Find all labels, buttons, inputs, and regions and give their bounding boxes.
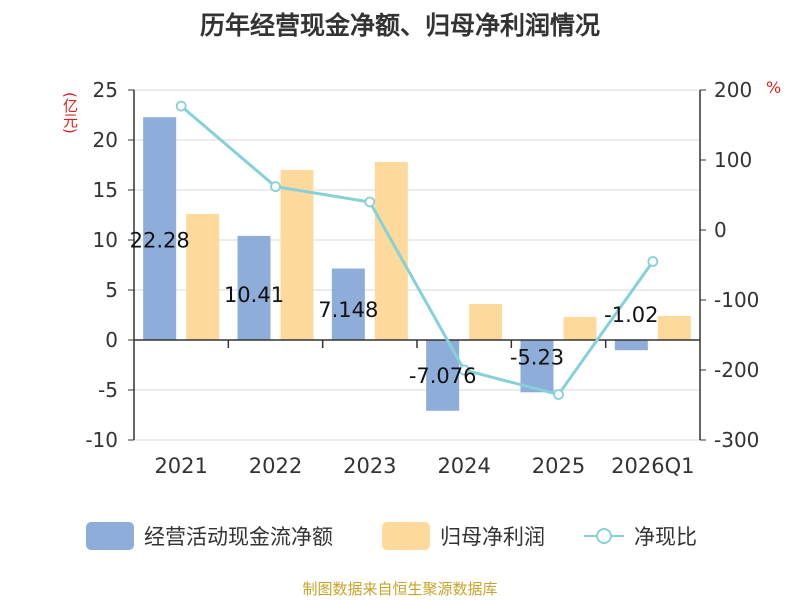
legend-label-cash: 经营活动现金流净额: [144, 525, 333, 549]
right-tick-label: 0: [714, 218, 727, 242]
right-tick-label: -100: [714, 288, 759, 312]
right-tick-label: -200: [714, 358, 759, 382]
bar-profit-2026Q1: [657, 316, 691, 340]
bar-profit-2023: [374, 162, 408, 340]
left-tick-label: 20: [93, 128, 118, 152]
right-tick-label: 200: [714, 78, 752, 102]
bar-cash-2025: [520, 340, 554, 393]
legend: 经营活动现金流净额 归母净利润 净现比: [0, 518, 800, 554]
data-label-cash-2022: 10.41: [224, 283, 284, 307]
chart-title: 历年经营现金净额、归母净利润情况: [199, 11, 600, 40]
left-tick-label: 10: [93, 228, 118, 252]
right-tick-label: -300: [714, 428, 759, 452]
legend-swatch-ratio: [584, 522, 624, 550]
left-tick-label: 15: [93, 178, 118, 202]
data-label-cash-2025: -5.23: [510, 345, 564, 369]
category-label-2023: 2023: [343, 454, 396, 478]
bar-cash-2022: [237, 235, 271, 340]
legend-swatch-profit: [382, 522, 430, 550]
ratio-point-2023: [364, 196, 376, 208]
bar-cash-2026Q1: [614, 340, 648, 351]
bar-profit-2024: [469, 304, 503, 340]
category-label-2025: 2025: [532, 454, 585, 478]
ratio-line: [180, 104, 655, 397]
bar-cash-2021: [143, 117, 177, 340]
legend-item-ratio[interactable]: 净现比: [584, 518, 697, 554]
left-tick-label: 5: [105, 278, 118, 302]
legend-label-ratio: 净现比: [634, 525, 697, 549]
data-label-cash-2021: 22.28: [130, 229, 190, 253]
right-tick-label: 100: [714, 148, 752, 172]
bar-profit-2021: [186, 214, 220, 340]
legend-item-cash[interactable]: 经营活动现金流净额: [86, 518, 333, 554]
data-label-cash-2024: -7.076: [409, 364, 477, 388]
source-footer: 制图数据来自恒生聚源数据库: [302, 580, 498, 598]
category-label-2026Q1: 2026Q1: [611, 454, 694, 478]
category-label-2022: 2022: [249, 454, 302, 478]
left-tick-label: 25: [93, 78, 118, 102]
bar-profit-2025: [563, 317, 597, 340]
bar-cash-2023: [331, 268, 365, 340]
ratio-point-2021: [175, 100, 187, 112]
left-axis-unit: (亿元): [61, 92, 79, 134]
left-tick-label: -5: [98, 378, 118, 402]
ratio-point-2024: [458, 364, 470, 376]
legend-item-profit[interactable]: 归母净利润: [382, 518, 545, 554]
bar-profit-2022: [280, 170, 314, 340]
category-label-2021: 2021: [154, 454, 207, 478]
data-label-cash-2023: 7.148: [318, 298, 378, 322]
ratio-point-2025: [553, 389, 564, 400]
left-tick-label: 0: [105, 328, 118, 352]
ratio-point-2022: [270, 181, 281, 193]
left-tick-label: -10: [85, 428, 118, 452]
ratio-point-2026Q1: [647, 256, 659, 267]
legend-label-profit: 归母净利润: [440, 525, 545, 549]
category-label-2024: 2024: [437, 454, 490, 478]
right-axis-unit: %: [766, 78, 782, 97]
legend-swatch-cash: [86, 522, 134, 550]
data-label-cash-2026Q1: -1.02: [604, 303, 658, 327]
